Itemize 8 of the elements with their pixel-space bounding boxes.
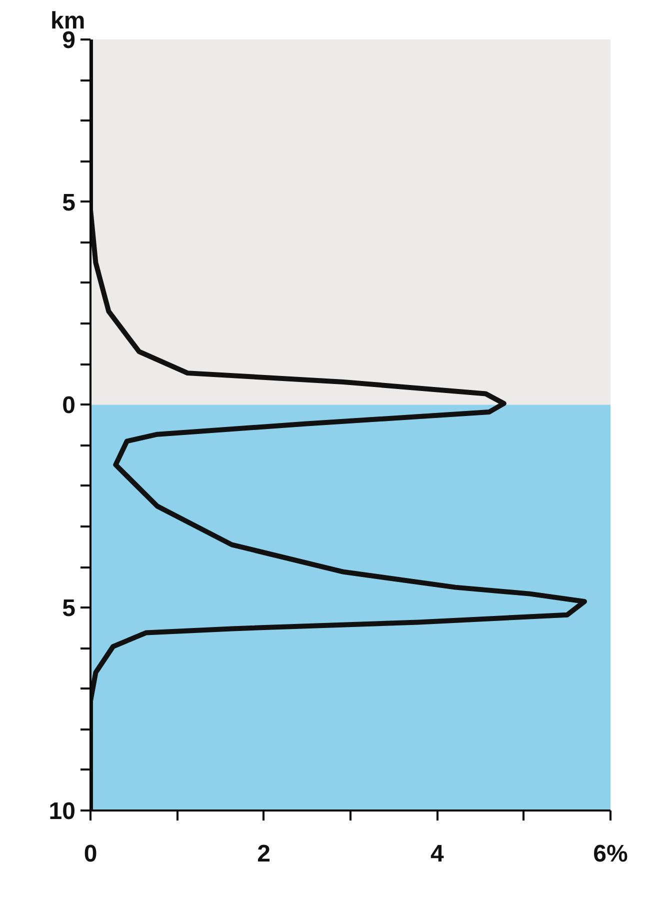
x-tick-label: 4 (430, 840, 444, 868)
x-tick-label: 6% (593, 840, 628, 868)
y-tick-label: 0 (62, 392, 76, 420)
y-tick-label: 5 (62, 189, 76, 216)
y-tick-label: 10 (48, 798, 76, 825)
x-tick-label: 2 (257, 840, 271, 868)
y-tick-label: 5 (62, 595, 76, 622)
x-tick-label: 0 (84, 840, 98, 868)
